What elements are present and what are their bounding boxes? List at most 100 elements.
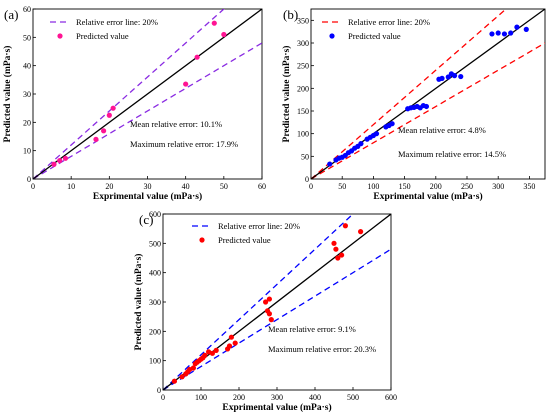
y-tick-label: 600 — [149, 210, 161, 219]
data-point — [263, 299, 269, 305]
data-point — [209, 350, 215, 356]
y-axis-label: Predicted value (mPa·s) — [2, 46, 13, 143]
data-point — [514, 24, 520, 30]
data-point — [508, 30, 514, 36]
data-point — [358, 229, 364, 235]
y-tick-label: 30 — [23, 90, 31, 99]
upper-error-line — [33, 9, 225, 179]
data-point — [423, 103, 430, 110]
legend-point-marker — [57, 33, 63, 39]
legend-label-error-line: Relative error line: 20% — [348, 17, 430, 27]
data-point — [358, 141, 364, 147]
legend-label-error-line: Relative error line: 20% — [218, 221, 300, 231]
x-tick-label: 50 — [338, 182, 346, 191]
data-point — [110, 105, 116, 111]
x-tick-label: 300 — [271, 393, 283, 402]
x-tick-label: 0 — [161, 393, 165, 402]
data-point — [266, 296, 272, 302]
data-point — [93, 136, 99, 142]
data-point — [335, 255, 341, 261]
y-tick-label: 300 — [297, 39, 309, 48]
data-point — [183, 81, 189, 87]
data-point — [523, 26, 529, 32]
data-point — [268, 317, 274, 323]
chart-panel-0: 0 10 20 30 40 50 60 0 10 20 30 40 50 60 Relative error… — [2, 5, 266, 202]
x-tick-label: 50 — [220, 182, 228, 191]
annotation-mean-error: Mean relative error: 10.1% — [130, 119, 222, 129]
data-point — [57, 157, 63, 164]
data-point — [266, 311, 272, 317]
data-point — [331, 240, 337, 246]
panel-label: (a) — [4, 7, 18, 22]
data-point — [232, 340, 238, 346]
data-point — [62, 155, 69, 161]
x-tick-label: 100 — [195, 393, 207, 402]
data-point — [106, 112, 112, 118]
x-tick-label: 150 — [399, 182, 411, 191]
y-tick-label: 40 — [23, 62, 31, 71]
x-tick-label: 200 — [430, 182, 442, 191]
data-point — [194, 54, 200, 60]
data-point — [327, 161, 333, 167]
x-tick-label: 30 — [144, 182, 152, 191]
plot-frame — [310, 8, 546, 180]
x-tick-label: 100 — [367, 182, 379, 191]
y-tick-label: 50 — [23, 33, 31, 42]
x-tick-label: 60 — [258, 182, 266, 191]
x-axis-label: Exprimental value (mPa·s) — [93, 191, 202, 202]
legend-point-marker — [329, 33, 335, 39]
plot-lines — [163, 214, 391, 390]
plot-lines — [311, 9, 545, 179]
x-tick-label: 300 — [492, 182, 504, 191]
x-tick-label: 350 — [523, 182, 535, 191]
y-tick-label: 0 — [305, 175, 309, 184]
lower-error-line — [33, 42, 262, 179]
legend-label-predicted: Predicted value — [76, 31, 129, 41]
data-point — [439, 75, 445, 81]
x-tick-label: 20 — [105, 182, 113, 191]
y-tick-label: 500 — [149, 239, 161, 248]
annotation-mean-error: Mean relative error: 4.8% — [398, 125, 486, 135]
x-tick-label: 0 — [31, 182, 35, 191]
x-tick-label: 250 — [461, 182, 473, 191]
data-point — [190, 365, 196, 371]
y-tick-label: 400 — [149, 269, 161, 278]
x-axis-label: Exprimental value (mPa·s) — [373, 191, 482, 202]
identity-line — [33, 9, 262, 179]
x-tick-label: 400 — [309, 393, 321, 402]
x-axis-label: Exprimental value (mPa·s) — [222, 402, 331, 413]
data-point — [202, 352, 208, 358]
data-point — [495, 30, 501, 36]
data-point — [221, 31, 227, 38]
y-tick-label: 200 — [149, 327, 161, 336]
data-point — [489, 31, 495, 37]
data-point — [342, 223, 348, 229]
y-tick-label: 100 — [149, 357, 161, 366]
data-point — [213, 347, 219, 353]
data-point — [339, 252, 345, 258]
data-point — [333, 246, 339, 252]
data-point — [51, 161, 57, 167]
lower-error-line — [163, 248, 391, 390]
data-point — [389, 121, 395, 127]
annotation-max-error: Maximum relative error: 17.9% — [130, 139, 238, 149]
plot-lines — [33, 9, 262, 179]
upper-error-line — [163, 214, 354, 390]
chart-panel-1: 0 50 100 150 200 250 300 350 0 50 100 150 200 250 300 3… — [281, 7, 546, 202]
annotation-max-error: Maximum relative error: 14.5% — [398, 149, 506, 159]
data-point — [226, 343, 233, 349]
x-tick-label: 0 — [309, 182, 313, 191]
data-point — [228, 334, 234, 340]
panel-label: (b) — [283, 7, 298, 22]
y-tick-label: 50 — [301, 152, 309, 161]
panel-label: (c) — [139, 212, 153, 227]
data-point — [445, 74, 451, 80]
y-tick-label: 60 — [23, 5, 31, 14]
y-tick-label: 100 — [297, 130, 309, 139]
upper-error-line — [311, 9, 507, 179]
y-tick-label: 200 — [297, 84, 309, 93]
legend-point-marker — [199, 237, 205, 243]
y-tick-label: 10 — [23, 147, 31, 156]
x-tick-label: 40 — [182, 182, 190, 191]
